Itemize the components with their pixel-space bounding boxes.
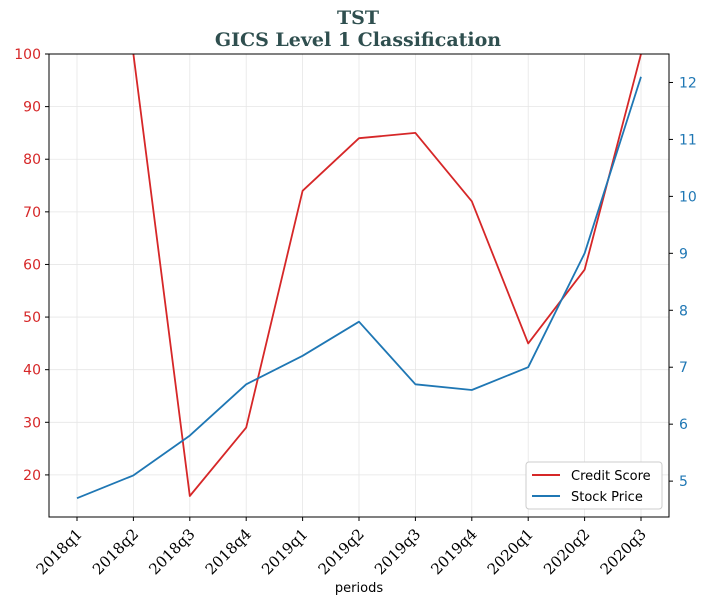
series-line-stock-price [76, 76, 642, 500]
right-tick-label: 11 [679, 132, 697, 148]
series-line-credit-score [132, 54, 642, 497]
chart-title: TST [337, 7, 379, 29]
left-tick-label: 60 [23, 257, 41, 273]
left-tick-label: 20 [23, 468, 41, 484]
right-tick-label: 5 [679, 474, 688, 490]
right-tick-label: 6 [679, 417, 688, 433]
x-tick-label: 2019q3 [371, 525, 424, 578]
left-tick-label: 100 [14, 47, 41, 63]
x-tick-label: 2018q2 [89, 525, 142, 578]
x-tick-label: 2019q1 [258, 525, 311, 578]
grid [49, 53, 669, 517]
x-tick-label: 2018q4 [202, 525, 255, 578]
left-y-axis: 20 30 40 50 60 70 80 90 100 [14, 47, 49, 484]
right-tick-label: 10 [679, 189, 697, 205]
left-tick-label: 50 [23, 310, 41, 326]
right-y-axis: 5 6 7 8 9 10 11 12 [669, 75, 697, 490]
right-tick-label: 8 [679, 303, 688, 319]
legend-label-credit-score: Credit Score [571, 469, 651, 484]
x-tick-label: 2019q2 [315, 525, 368, 578]
right-tick-label: 7 [679, 360, 688, 376]
x-axis-label: periods [335, 581, 383, 596]
x-tick-label: 2018q3 [145, 525, 198, 578]
right-tick-label: 12 [679, 75, 697, 91]
legend-label-stock-price: Stock Price [571, 490, 643, 505]
left-tick-label: 40 [23, 363, 41, 379]
x-axis: 2018q1 2018q2 2018q3 2018q4 2019q1 2019q2 2019… [33, 517, 650, 578]
x-tick-label: 2018q1 [33, 525, 86, 578]
right-tick-label: 9 [679, 246, 688, 262]
x-tick-label: 2020q1 [484, 525, 537, 578]
left-tick-label: 30 [23, 415, 41, 431]
legend-box [525, 461, 663, 510]
x-tick-label: 2019q4 [427, 525, 480, 578]
chart-subtitle: GICS Level 1 Classification [215, 29, 501, 51]
left-tick-label: 70 [23, 205, 41, 221]
left-tick-label: 90 [23, 100, 41, 116]
x-tick-label: 2020q2 [540, 525, 593, 578]
left-tick-label: 80 [23, 152, 41, 168]
x-tick-label: 2020q3 [597, 525, 650, 578]
series-lines [76, 54, 642, 500]
legend: Credit Score Stock Price [525, 461, 663, 510]
